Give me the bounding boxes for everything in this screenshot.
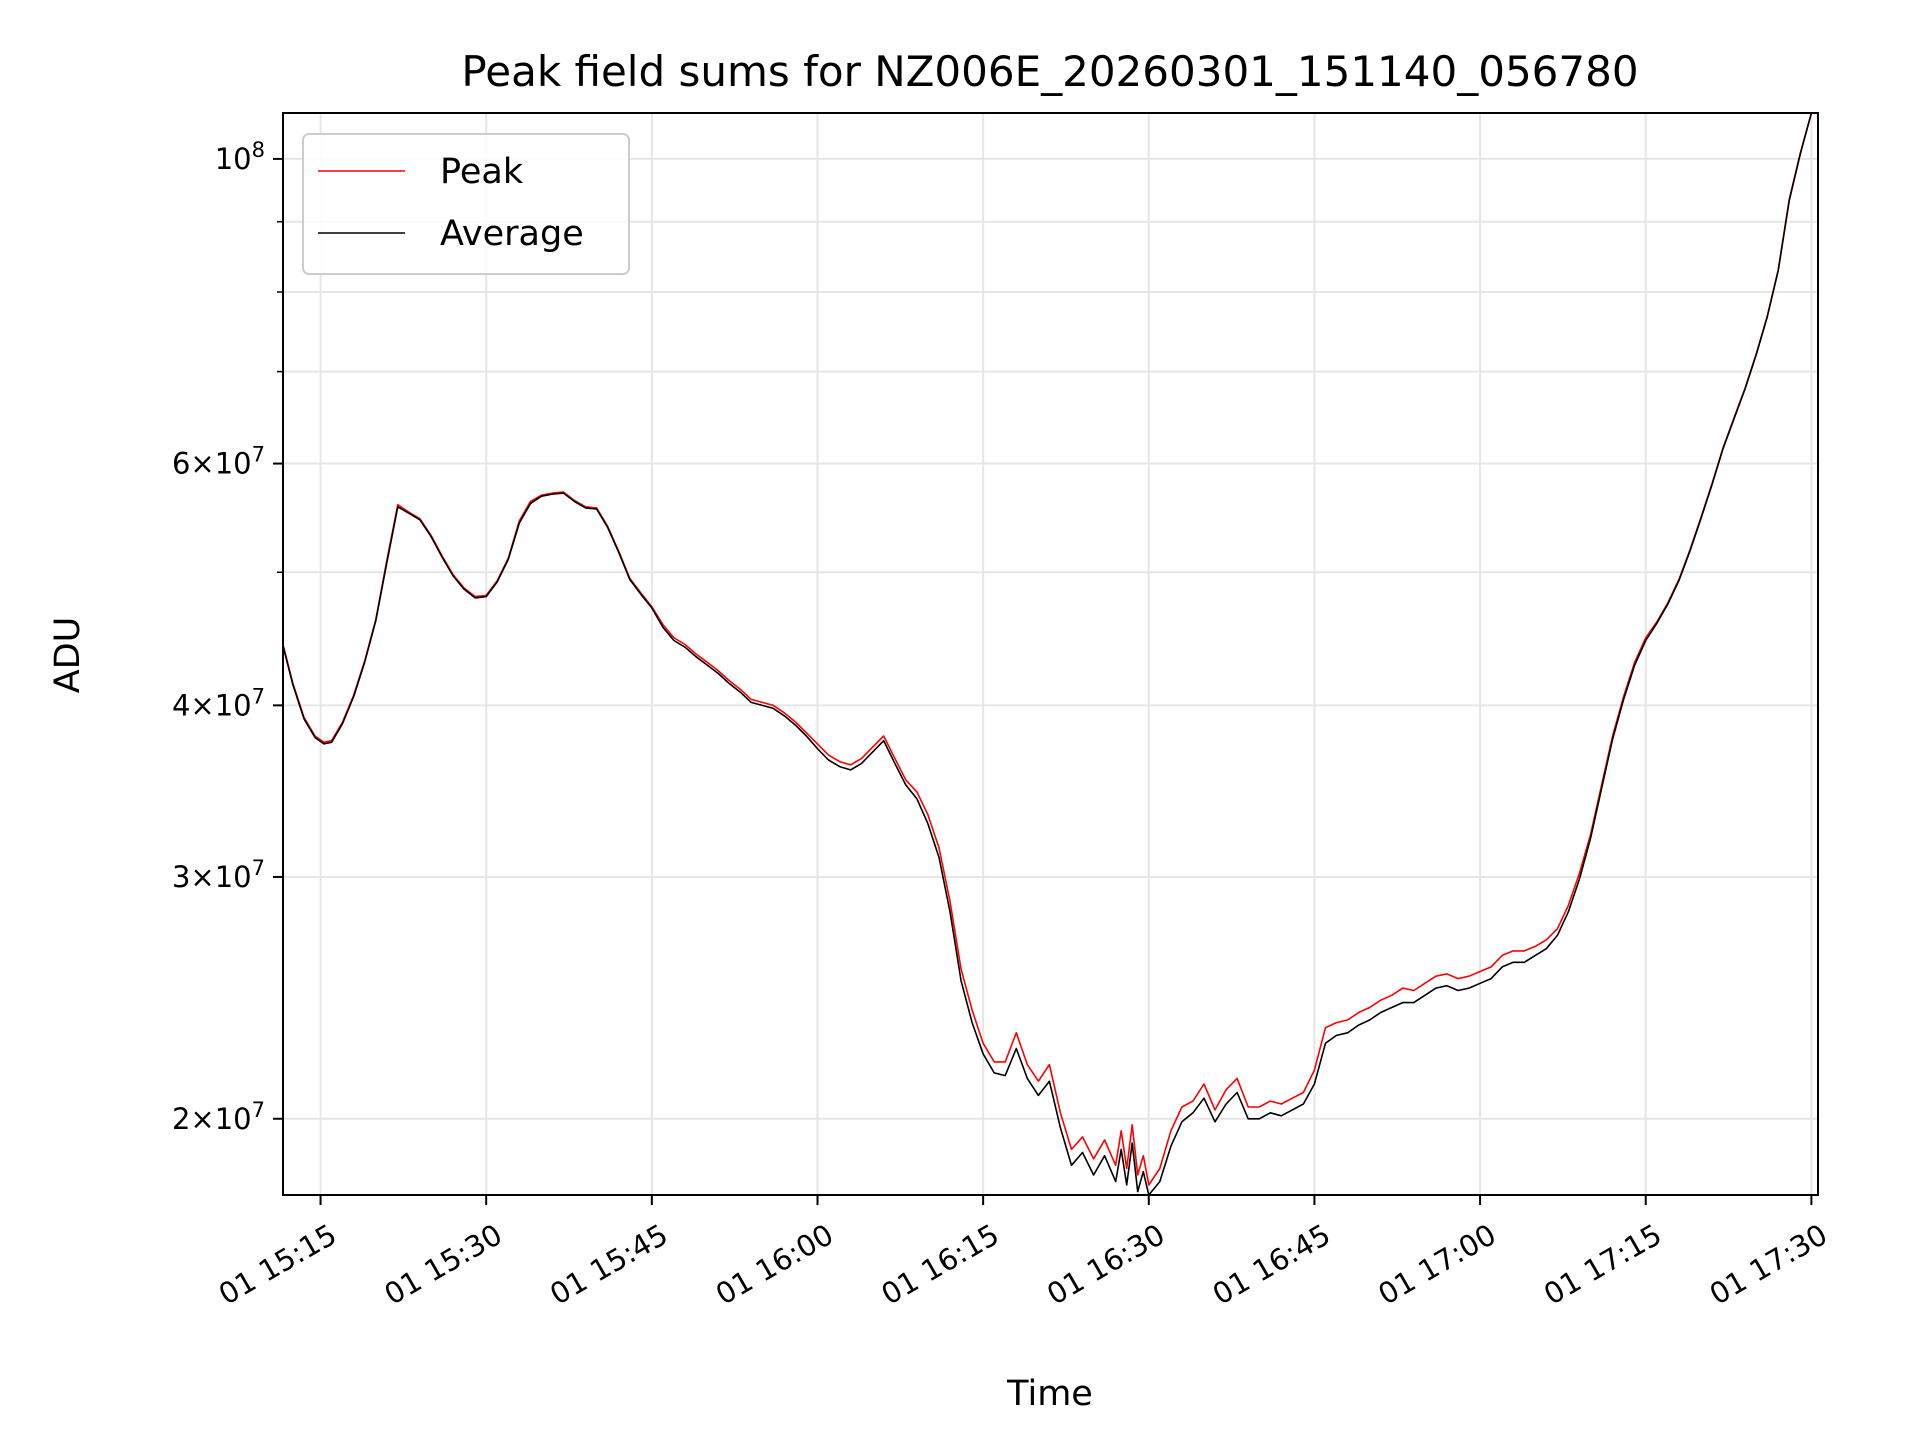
y-tick-label: 4×107 [172, 684, 265, 722]
legend-peak-label: Peak [440, 152, 524, 192]
x-axis-label: Time [1006, 1374, 1093, 1414]
chart-title: Peak field sums for NZ006E_20260301_1511… [461, 47, 1638, 96]
y-axis-ticks: 2×107 3×107 4×107 6×107 108 [172, 138, 283, 1136]
legend: Peak Average [302, 133, 630, 275]
y-tick-label: 3×107 [172, 856, 265, 894]
y-axis-label: ADU [48, 617, 88, 694]
legend-average-label: Average [440, 214, 584, 254]
series-layer [282, 112, 1813, 1196]
y-tick-label: 108 [215, 138, 265, 176]
y-tick-label: 2×107 [172, 1098, 265, 1136]
series-line-peak [282, 112, 1813, 1186]
plot-frame [282, 112, 1819, 1196]
legend-box [302, 133, 630, 275]
y-tick-label: 6×107 [172, 443, 265, 481]
series-line-average [282, 112, 1813, 1196]
grid [283, 113, 1818, 1195]
